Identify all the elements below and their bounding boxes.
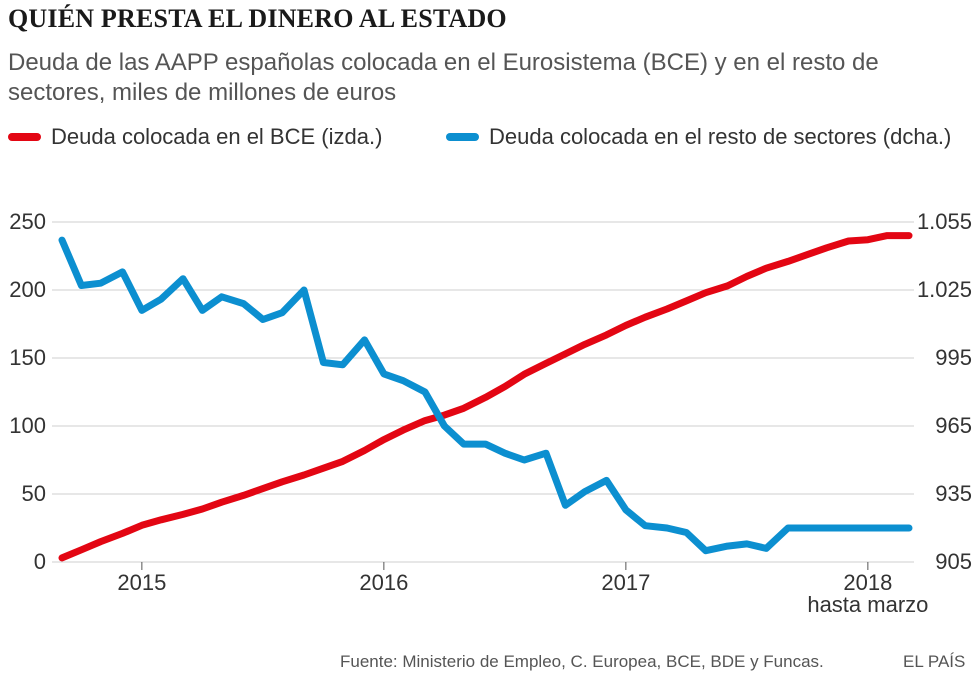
chart-title: QUIÉN PRESTA EL DINERO AL ESTADO: [8, 4, 507, 33]
y-left-tick-label: 0: [34, 549, 46, 574]
series-line-bce: [58, 232, 913, 562]
y-right-tick-label: 905: [935, 549, 972, 574]
legend-swatch-resto: [446, 133, 479, 141]
x-tick-label: 2016: [359, 570, 408, 595]
source-note: Fuente: Ministerio de Empleo, C. Europea…: [340, 652, 824, 671]
y-right-tick-label: 1.025: [917, 277, 972, 302]
y-left-tick-label: 150: [9, 345, 46, 370]
y-right-tick-label: 965: [935, 413, 972, 438]
x-tick-label: 2018: [843, 570, 892, 595]
x-annotation-label: hasta marzo: [807, 592, 928, 617]
brand-label: EL PAÍS: [903, 652, 966, 671]
chart-subtitle: Deuda de las AAPP españolas colocada en …: [8, 49, 879, 106]
legend-label-bce: Deuda colocada en el BCE (izda.): [51, 124, 383, 149]
legend-label-resto: Deuda colocada en el resto de sectores (…: [489, 124, 952, 149]
legend-item-resto: Deuda colocada en el resto de sectores (…: [446, 124, 951, 150]
right-axis: 905 935 965 995 1.025 1.055: [917, 209, 972, 574]
series-lines: [58, 232, 913, 562]
y-right-tick-label: 935: [935, 481, 972, 506]
gridlines: [52, 221, 914, 563]
y-left-tick-label: 50: [22, 481, 46, 506]
y-left-tick-label: 200: [9, 277, 46, 302]
series-line-resto: [58, 236, 913, 555]
x-tick-label: 2015: [117, 570, 166, 595]
left-axis: 0 50 100 150 200 250: [9, 209, 46, 574]
legend-item-bce: Deuda colocada en el BCE (izda.): [8, 124, 382, 150]
y-right-tick-label: 1.055: [917, 209, 972, 234]
y-left-tick-label: 250: [9, 209, 46, 234]
y-left-tick-label: 100: [9, 413, 46, 438]
y-right-tick-label: 995: [935, 345, 972, 370]
legend-swatch-bce: [8, 133, 41, 141]
x-tick-label: 2017: [601, 570, 650, 595]
